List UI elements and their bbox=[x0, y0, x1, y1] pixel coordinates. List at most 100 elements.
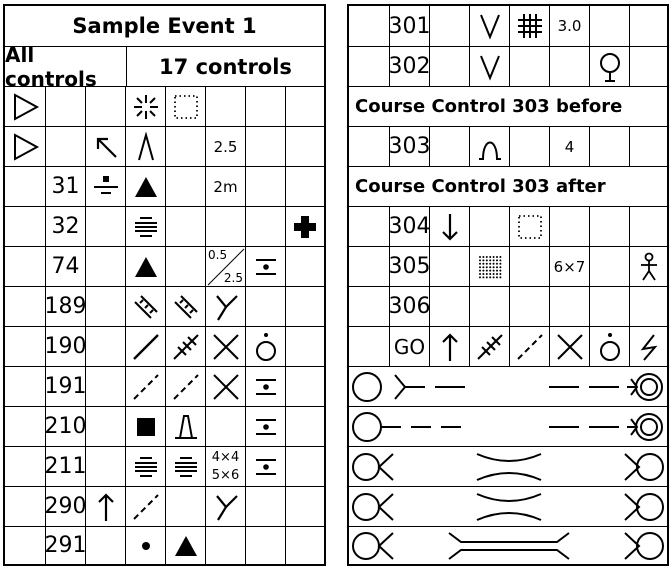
which-cell bbox=[85, 367, 125, 406]
control-row: 304 bbox=[349, 206, 667, 246]
number-cell bbox=[349, 247, 389, 286]
number-cell bbox=[5, 407, 45, 446]
funnel-route-icon bbox=[349, 487, 667, 526]
empty-cell bbox=[165, 487, 205, 526]
person-icon bbox=[629, 247, 667, 286]
route-row bbox=[349, 446, 667, 486]
control-code: 211 bbox=[45, 447, 87, 486]
control-code: 290 bbox=[45, 487, 87, 526]
control-code: 305 bbox=[389, 247, 431, 286]
bridge-route-icon bbox=[349, 527, 667, 564]
other-cell bbox=[629, 127, 667, 166]
control-code: GO bbox=[389, 327, 429, 366]
other-cell bbox=[285, 167, 324, 206]
number-cell bbox=[5, 447, 45, 486]
control-code: 210 bbox=[45, 407, 87, 446]
control-row: 191 bbox=[5, 366, 324, 406]
control-code: 303 bbox=[389, 127, 431, 166]
dashed-path-icon bbox=[165, 367, 205, 406]
dotted-area-icon bbox=[469, 247, 509, 286]
filled-square-icon bbox=[125, 407, 165, 446]
route-row bbox=[349, 486, 667, 526]
route-row bbox=[349, 406, 667, 446]
empty-cell bbox=[165, 207, 205, 246]
which-cell bbox=[85, 407, 125, 446]
between-dots-icon bbox=[245, 367, 285, 406]
empty-cell bbox=[509, 127, 549, 166]
dashed-path-icon bbox=[125, 367, 165, 406]
crossing-icon bbox=[549, 327, 589, 366]
text-after-303: Course Control 303 after bbox=[355, 176, 606, 197]
dotted-square-icon bbox=[509, 207, 549, 246]
control-row: 190 bbox=[5, 326, 324, 366]
empty-cell bbox=[469, 287, 509, 326]
course-row: All controls 17 controls bbox=[5, 43, 324, 91]
other-cell bbox=[285, 527, 324, 564]
impassable-wall-icon bbox=[125, 287, 165, 326]
crossing-icon bbox=[205, 327, 245, 366]
size-top-value: 4×4 bbox=[211, 449, 240, 465]
location-cell bbox=[589, 247, 629, 286]
number-cell bbox=[5, 327, 45, 366]
lightning-icon bbox=[629, 327, 667, 366]
control-row: 306 bbox=[349, 286, 667, 326]
fence-icon bbox=[165, 327, 205, 366]
number-cell bbox=[5, 367, 45, 406]
number-cell bbox=[5, 287, 45, 326]
number-cell bbox=[5, 207, 45, 246]
other-cell bbox=[629, 287, 667, 326]
control-row: 2.5 bbox=[5, 126, 324, 166]
which-cell bbox=[429, 6, 469, 46]
empty-cell bbox=[165, 167, 205, 206]
control-row: 290 bbox=[5, 486, 324, 526]
dimension-value: 6×7 bbox=[549, 247, 589, 286]
empty-cell bbox=[469, 207, 509, 246]
control-code: 291 bbox=[45, 527, 87, 564]
start-row bbox=[5, 86, 324, 126]
controls-count: 17 controls bbox=[126, 47, 324, 86]
other-cell bbox=[285, 327, 324, 366]
empty-cell bbox=[509, 47, 549, 86]
crossing-icon bbox=[205, 367, 245, 406]
number-cell bbox=[349, 47, 389, 86]
control-code: 301 bbox=[389, 6, 431, 46]
height-bottom-value: 2.5 bbox=[223, 271, 243, 285]
control-code: 306 bbox=[389, 287, 431, 326]
dotted-square-icon bbox=[165, 87, 205, 126]
fence-icon bbox=[469, 327, 509, 366]
other-cell bbox=[285, 287, 324, 326]
number-cell bbox=[5, 487, 45, 526]
start-triangle-icon bbox=[5, 127, 45, 166]
which-cell bbox=[429, 127, 469, 166]
filled-triangle-icon bbox=[165, 527, 205, 564]
control-row: 31 2m bbox=[5, 166, 324, 206]
location-cell bbox=[589, 287, 629, 326]
event-title: Sample Event 1 bbox=[72, 14, 257, 38]
which-cell bbox=[85, 287, 125, 326]
size-bottom-value: 5×6 bbox=[211, 467, 240, 483]
location-cell bbox=[245, 527, 285, 564]
location-cell bbox=[245, 487, 285, 526]
other-cell bbox=[285, 87, 324, 126]
burst-icon bbox=[125, 87, 165, 126]
control-row: 303 4 bbox=[349, 126, 667, 166]
code-cell bbox=[45, 127, 85, 166]
start-triangle-icon bbox=[5, 87, 45, 126]
between-dots-icon bbox=[245, 247, 285, 286]
number-cell bbox=[349, 127, 389, 166]
dimension-cell bbox=[205, 527, 245, 564]
control-row: 74 0.5 2.5 bbox=[5, 246, 324, 286]
other-cell bbox=[285, 487, 324, 526]
other-cell bbox=[629, 47, 667, 86]
number-cell bbox=[5, 527, 45, 564]
marked-route-to-finish-icon bbox=[349, 367, 667, 406]
spur-icon bbox=[125, 127, 165, 166]
dashed-path-icon bbox=[125, 487, 165, 526]
which-cell bbox=[85, 527, 125, 564]
up-arrow-icon bbox=[429, 327, 469, 366]
empty-cell bbox=[165, 127, 205, 166]
number-cell bbox=[349, 6, 389, 46]
other-cell bbox=[285, 367, 324, 406]
control-row: 189 bbox=[5, 286, 324, 326]
title-row: Sample Event 1 bbox=[5, 6, 324, 46]
